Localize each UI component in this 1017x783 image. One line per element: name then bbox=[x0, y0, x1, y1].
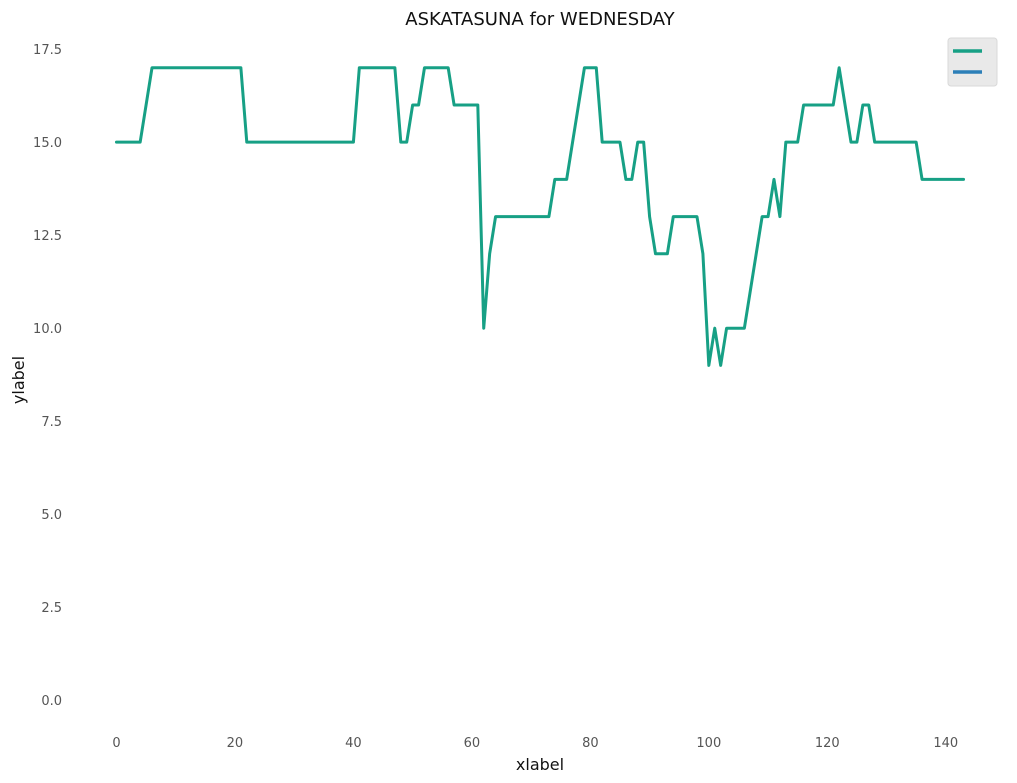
chart-title: ASKATASUNA for WEDNESDAY bbox=[405, 9, 675, 30]
x-tick-label: 100 bbox=[696, 736, 721, 751]
legend bbox=[947, 37, 998, 87]
y-tick-label: 0.0 bbox=[41, 694, 62, 709]
series-line-1 bbox=[114, 66, 966, 367]
legend-box bbox=[947, 37, 998, 87]
x-axis-ticks: 0 20 40 60 80 100 120 140 bbox=[112, 736, 958, 751]
x-tick-label: 0 bbox=[112, 736, 120, 751]
y-tick-label: 17.5 bbox=[33, 43, 62, 58]
x-axis-label: xlabel bbox=[516, 755, 564, 774]
series-layer bbox=[114, 66, 966, 367]
y-tick-label: 15.0 bbox=[33, 136, 62, 151]
y-tick-label: 12.5 bbox=[33, 229, 62, 244]
y-tick-label: 10.0 bbox=[33, 322, 62, 337]
x-tick-label: 60 bbox=[464, 736, 481, 751]
x-tick-label: 40 bbox=[345, 736, 362, 751]
y-tick-label: 7.5 bbox=[41, 415, 62, 430]
x-tick-label: 80 bbox=[582, 736, 599, 751]
y-tick-label: 2.5 bbox=[41, 601, 62, 616]
x-tick-label: 120 bbox=[815, 736, 840, 751]
x-tick-label: 140 bbox=[933, 736, 958, 751]
y-axis-ticks: 0.0 2.5 5.0 7.5 10.0 12.5 15.0 17.5 bbox=[33, 43, 62, 709]
y-tick-label: 5.0 bbox=[41, 508, 62, 523]
x-tick-label: 20 bbox=[227, 736, 244, 751]
y-axis-label: ylabel bbox=[9, 356, 28, 404]
